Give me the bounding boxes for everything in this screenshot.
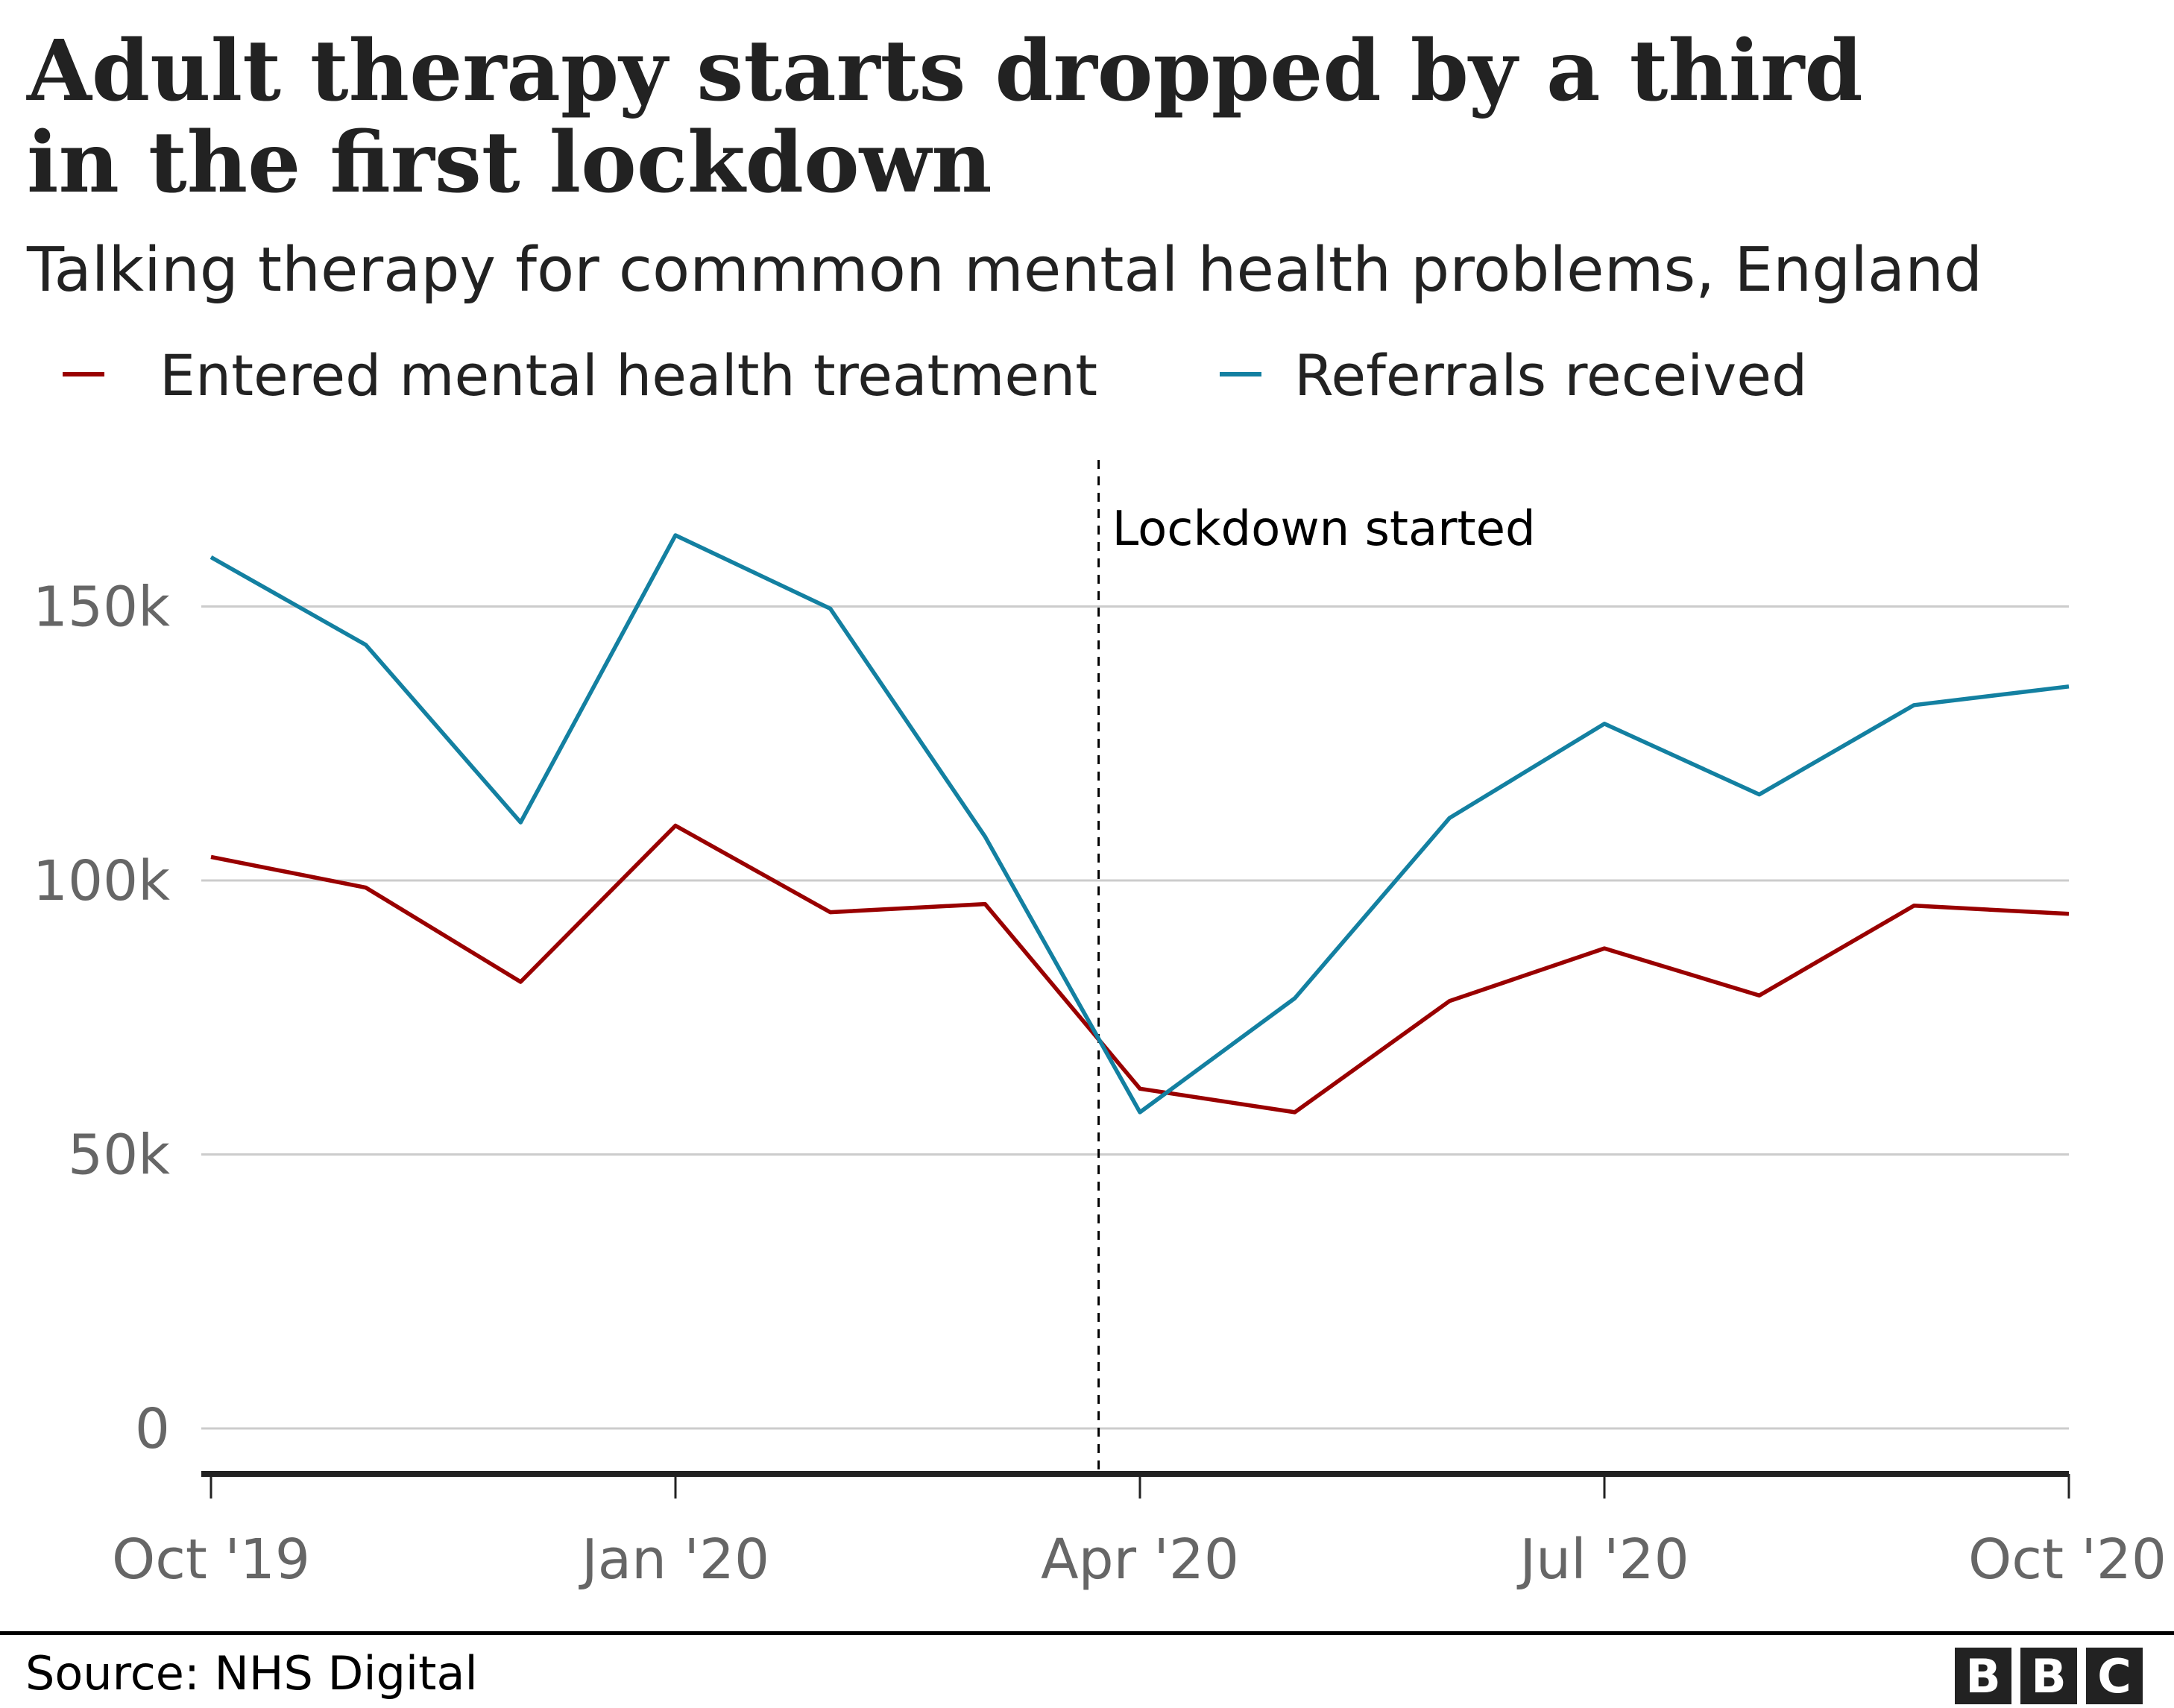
x-tick-label: Oct '20	[1968, 1528, 2167, 1592]
series-line-0	[210, 823, 2070, 1115]
chart-subtitle: Talking therapy for commmon mental healt…	[26, 235, 1982, 306]
x-tick-label: Jul '20	[1516, 1528, 1689, 1592]
chart-title-line-2: in the first lockdown	[27, 114, 992, 212]
y-tick-label: 50k	[68, 1124, 170, 1188]
y-tick-label: 100k	[33, 849, 170, 913]
svg-text:B: B	[2031, 1649, 2066, 1704]
legend-label-referrals: Referrals received	[1294, 342, 1807, 409]
svg-text:B: B	[1965, 1649, 2000, 1704]
y-axis: 0 50k 100k 150k	[33, 576, 170, 1462]
x-axis-line	[201, 1471, 2069, 1477]
legend: Entered mental health treatment Referral…	[63, 342, 1807, 409]
source-text: Source: NHS Digital	[25, 1646, 478, 1701]
x-tick-label: Jan '20	[579, 1528, 769, 1592]
gridlines	[201, 605, 2069, 1430]
y-tick-label: 0	[135, 1397, 170, 1461]
series-line-1	[209, 533, 2070, 1115]
x-axis: Oct '19 Jan '20 Apr '20 Jul '20 Oct '20	[112, 1474, 2167, 1592]
lockdown-annotation: Lockdown started	[1112, 502, 1536, 557]
footer-rule	[0, 1631, 2174, 1635]
y-tick-label: 150k	[33, 576, 170, 640]
legend-label-entered: Entered mental health treatment	[160, 342, 1097, 409]
series	[209, 533, 2070, 1115]
chart-title-line-1: Adult therapy starts dropped by a third	[26, 22, 1863, 120]
x-tick-label: Apr '20	[1041, 1528, 1239, 1592]
bbc-logo: B B C	[1955, 1648, 2143, 1704]
x-tick-label: Oct '19	[112, 1528, 310, 1592]
svg-text:C: C	[2097, 1649, 2132, 1704]
